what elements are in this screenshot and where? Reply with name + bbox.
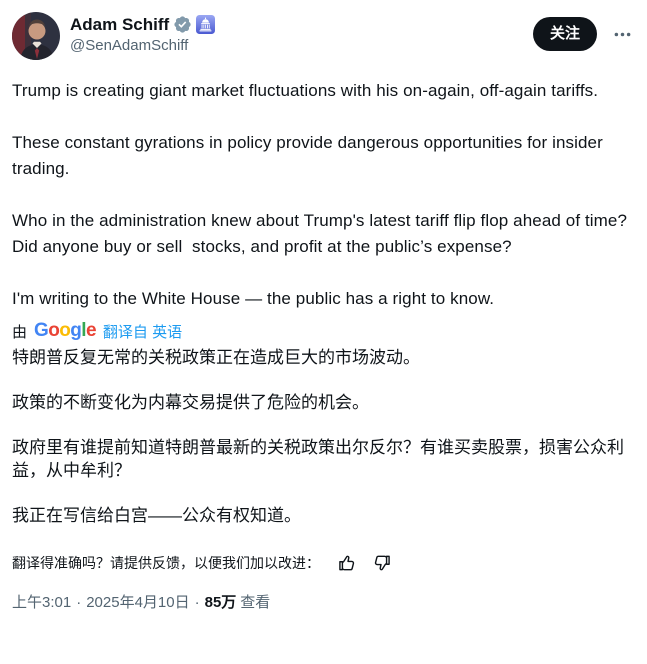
author-display-name[interactable]: Adam Schiff — [70, 15, 170, 34]
google-logo-letter: g — [70, 320, 82, 341]
google-logo-letter: e — [85, 320, 97, 341]
tweet-paragraph-zh: 政策的不断变化为内幕交易提供了危险的机会。 — [12, 393, 369, 412]
google-logo-letter: l — [81, 320, 86, 341]
meta-separator: · — [194, 594, 200, 611]
author-name-row: Adam Schiff — [70, 14, 216, 35]
views-label: 查看 — [240, 594, 271, 611]
author-identity: Adam Schiff — [70, 12, 216, 56]
translated-from-link[interactable]: 翻译自 英语 — [102, 323, 183, 341]
capitol-affiliation-badge-icon — [196, 15, 216, 34]
google-logo-letter: G — [34, 320, 49, 341]
translation-attribution: 由 Google 翻译自 英语 — [12, 320, 635, 342]
tweet-paragraph-en: Trump is creating giant market fluctuati… — [12, 81, 599, 100]
header-actions: 关注 — [532, 12, 635, 51]
tweet-paragraph-en: These constant gyrations in policy provi… — [12, 133, 608, 178]
avatar[interactable] — [12, 12, 60, 60]
google-logo[interactable]: Google — [34, 320, 96, 342]
follow-button[interactable]: 关注 — [532, 17, 597, 51]
tweet-text-english: Trump is creating giant market fluctuati… — [12, 78, 635, 312]
tweet-detail-page: Adam Schiff — [12, 12, 635, 613]
google-logo-letter: o — [59, 320, 71, 341]
views-count: 85万 — [204, 594, 237, 611]
tweet-meta-row: 上午3:01 · 2025年4月10日 · 85万 查看 — [12, 593, 635, 613]
author-handle[interactable]: @SenAdamSchiff — [70, 37, 189, 54]
feedback-prompt: 翻译得准确吗？请提供反馈，以便我们加以改进： — [12, 555, 320, 571]
avatar-photo — [12, 12, 60, 60]
thumb-down-icon — [374, 555, 390, 571]
tweet-date: 2025年4月10日 — [86, 594, 190, 611]
thumb-up-icon — [339, 555, 355, 571]
meta-separator: · — [76, 594, 82, 611]
more-button[interactable] — [610, 22, 635, 47]
tweet-text-chinese: 特朗普反复无常的关税政策正在造成巨大的市场波动。 政策的不断变化为内幕交易提供了… — [12, 346, 635, 527]
translation-prefix: 由 — [12, 323, 28, 341]
translation-feedback-row: 翻译得准确吗？请提供反馈，以便我们加以改进： — [12, 552, 635, 574]
tweet-paragraph-zh: 特朗普反复无常的关税政策正在造成巨大的市场波动。 — [12, 348, 420, 367]
tweet-time: 上午3:01 — [12, 594, 72, 611]
ellipsis-icon — [614, 32, 631, 36]
thumb-up-button[interactable] — [337, 553, 357, 573]
thumb-down-button[interactable] — [372, 553, 392, 573]
google-logo-letter: o — [48, 320, 60, 341]
verified-badge-icon — [173, 15, 192, 34]
tweet-paragraph-zh: 政府里有谁提前知道特朗普最新的关税政策出尔反尔？有谁买卖股票，损害公众利益，从中… — [12, 438, 624, 480]
tweet-header: Adam Schiff — [12, 12, 635, 60]
tweet-paragraph-en: Who in the administration knew about Tru… — [12, 211, 632, 256]
tweet-paragraph-zh: 我正在写信给白宫——公众有权知道。 — [12, 506, 301, 525]
tweet-paragraph-en: I'm writing to the White House — the pub… — [12, 289, 495, 308]
